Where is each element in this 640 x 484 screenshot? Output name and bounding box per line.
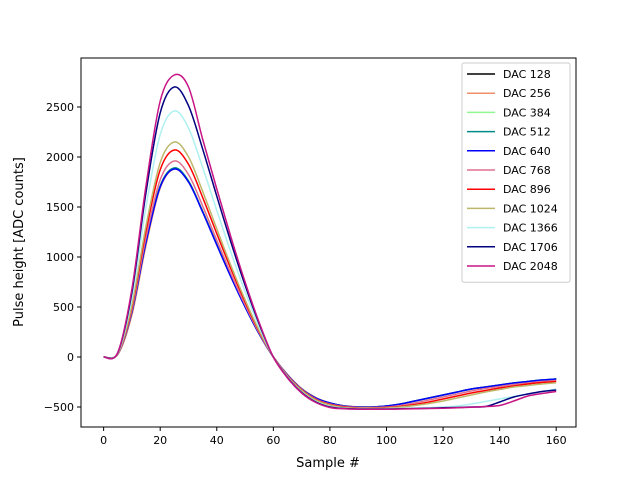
legend-label: DAC 1366 [503, 222, 558, 235]
y-axis-label: Pulse height [ADC counts] [12, 157, 27, 327]
legend: DAC 128 DAC 256 DAC 384 DAC 512 DAC 640 DAC 7… [461, 62, 571, 283]
x-tick-label: 20 [153, 434, 167, 447]
legend-label: DAC 1706 [503, 241, 558, 254]
legend-label: DAC 768 [503, 164, 551, 177]
x-tick-label: 80 [323, 434, 337, 447]
x-tick-label: 60 [266, 434, 280, 447]
y-tick-label: 1000 [46, 251, 74, 264]
x-tick-label: 100 [376, 434, 397, 447]
axes-frame [80, 57, 577, 428]
x-axis-label: Sample # [296, 456, 360, 471]
x-tick-label: 160 [546, 434, 567, 447]
x-tick-label: 140 [489, 434, 510, 447]
x-axis-ticks: 0 20 40 60 80 100 120 140 160 [100, 427, 567, 447]
y-tick-label: 1500 [46, 201, 74, 214]
legend-label: DAC 128 [503, 68, 551, 81]
y-axis-ticks: −500 0 500 1000 1500 2000 2500 [44, 101, 81, 414]
y-tick-label: 2500 [46, 101, 74, 114]
legend-label: DAC 384 [503, 106, 551, 119]
x-tick-label: 40 [210, 434, 224, 447]
y-tick-label: 500 [53, 301, 74, 314]
series-line-dac-2048 [103, 73, 557, 410]
x-tick-label: 0 [100, 434, 107, 447]
series-lines [103, 73, 557, 410]
legend-label: DAC 1024 [503, 202, 558, 215]
legend-label: DAC 256 [503, 87, 551, 100]
series-line-dac-1024 [103, 141, 557, 409]
y-tick-label: 2000 [46, 151, 74, 164]
legend-label: DAC 512 [503, 126, 551, 139]
y-tick-label: 0 [67, 351, 74, 364]
y-tick-label: −500 [44, 401, 74, 414]
series-line-dac-640 [103, 168, 557, 408]
legend-label: DAC 896 [503, 183, 551, 196]
legend-label: DAC 2048 [503, 260, 558, 273]
legend-label: DAC 640 [503, 145, 551, 158]
x-tick-label: 120 [433, 434, 454, 447]
